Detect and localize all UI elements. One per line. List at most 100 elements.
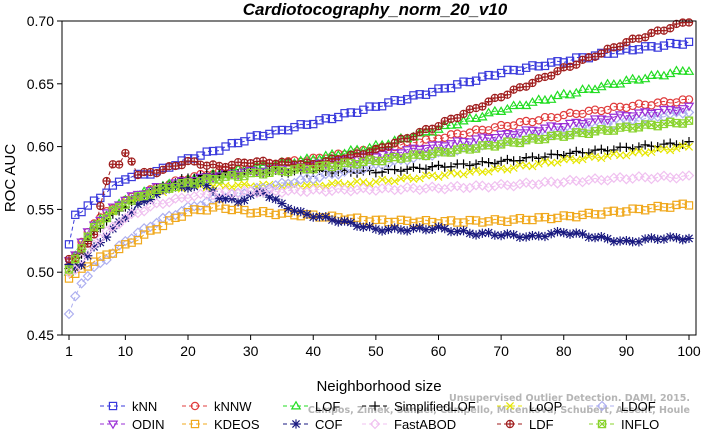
data-point [502,154,512,165]
legend-item-SimplifiedLOF: SimplifiedLOF [362,399,476,414]
data-point [603,151,612,161]
data-point [515,156,525,166]
chart-title: Cardiotocography_norm_20_v10 [243,0,508,19]
data-point [214,193,224,203]
data-point [433,160,444,170]
data-point [296,120,305,129]
data-point [127,157,136,166]
data-point [583,174,595,186]
data-point [683,66,695,75]
data-point [202,180,212,191]
data-point [183,183,193,193]
data-point [240,180,249,189]
data-point [152,169,161,178]
data-point [483,228,494,238]
data-point [484,70,493,80]
data-point [183,207,193,217]
data-point [584,208,593,218]
data-point [138,206,150,217]
y-tick-label: 0.50 [27,264,54,280]
data-point [565,148,575,158]
data-point [684,233,694,244]
data-point [227,138,237,148]
data-point [633,109,645,119]
data-point [408,162,419,172]
data-point [433,183,444,194]
data-point [465,160,475,171]
data-point [609,149,618,158]
data-point [503,217,512,227]
data-point [565,211,575,221]
data-point [547,58,556,67]
y-tick-label: 0.65 [27,76,54,92]
data-point [578,155,587,164]
data-point [295,174,306,185]
data-point [527,126,538,136]
legend-marker [190,419,200,429]
data-point [102,188,111,197]
legend-marker [107,420,119,430]
data-point [121,175,130,184]
data-point [371,168,381,178]
data-point [409,132,418,141]
data-point [584,232,594,242]
data-point [459,218,468,227]
series-INFLO [64,116,694,274]
legend-item-LOF: LOF [283,399,340,414]
data-point [252,131,262,140]
data-point [490,159,500,169]
data-point [208,146,218,156]
data-point [82,270,94,282]
data-point [440,84,449,93]
data-point [220,186,231,197]
data-point [434,121,443,131]
data-point [521,63,531,72]
data-point [195,188,206,200]
data-point [327,215,337,225]
data-point [652,172,663,183]
data-point [628,45,637,55]
data-point [495,130,507,140]
data-point [677,65,688,75]
data-point [459,170,468,179]
data-point [514,100,526,109]
data-point [571,175,582,187]
data-point [602,234,613,244]
data-point [321,212,331,222]
data-point [433,141,444,151]
data-point [634,237,644,247]
data-point [83,232,92,241]
data-point [108,224,118,234]
data-point [139,196,149,206]
data-point [527,152,538,162]
data-point [390,138,399,148]
data-point [471,159,481,169]
data-point [602,78,613,88]
series-line [68,120,690,270]
data-point [571,228,581,238]
data-point [496,156,506,166]
data-point [157,198,169,210]
data-point [534,62,543,71]
data-point [465,167,474,176]
data-point [547,158,556,167]
data-point [622,151,631,160]
data-point [239,195,249,205]
data-point [452,137,463,147]
data-point [365,102,374,111]
legend-marker [108,401,118,411]
data-point [420,144,432,154]
data-point [484,97,493,106]
data-point [415,163,425,173]
legend-label: LDOF [621,399,656,414]
data-point [252,208,262,217]
data-point [440,133,449,142]
data-point [520,177,532,188]
data-point [365,222,375,232]
y-axis-label: ROC AUC [2,144,19,213]
data-point [572,156,581,165]
legend-item-kNN: kNN [100,399,157,414]
legend-marker [596,400,608,412]
data-point [401,146,413,156]
data-point [583,83,595,93]
